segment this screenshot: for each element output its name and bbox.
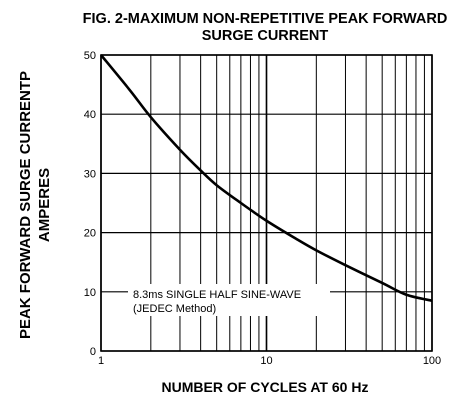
x-tick-label: 100 <box>423 355 441 367</box>
chart-subtitle: SURGE CURRENT <box>202 28 329 44</box>
annotation-line1: 8.3ms SINGLE HALF SINE-WAVE <box>133 289 301 301</box>
annotation-line2: (JEDEC Method) <box>133 303 216 315</box>
y-tick-label: 50 <box>84 50 96 62</box>
tick-labels: 1 10 100 0 10 20 30 40 50 <box>84 50 441 367</box>
y-tick-label: 0 <box>90 346 96 358</box>
grid <box>100 54 433 352</box>
series-line <box>99 54 433 302</box>
plot-frame <box>100 54 433 352</box>
y-tick-label: 40 <box>84 109 96 121</box>
y-axis-label-line2: AMPERES <box>36 168 53 242</box>
x-tick-label: 1 <box>98 355 104 367</box>
x-tick-label: 10 <box>260 355 272 367</box>
x-axis-label: NUMBER OF CYCLES AT 60 Hz <box>162 379 369 395</box>
annotation-background <box>128 284 330 316</box>
y-tick-label: 10 <box>84 287 96 299</box>
chart-title: FIG. 2-MAXIMUM NON-REPETITIVE PEAK FORWA… <box>83 11 448 27</box>
y-axis-label-line1: PEAK FORWARD SURGE CURRENTP <box>17 71 34 339</box>
y-tick-label: 30 <box>84 168 96 180</box>
y-tick-label: 20 <box>84 228 96 240</box>
